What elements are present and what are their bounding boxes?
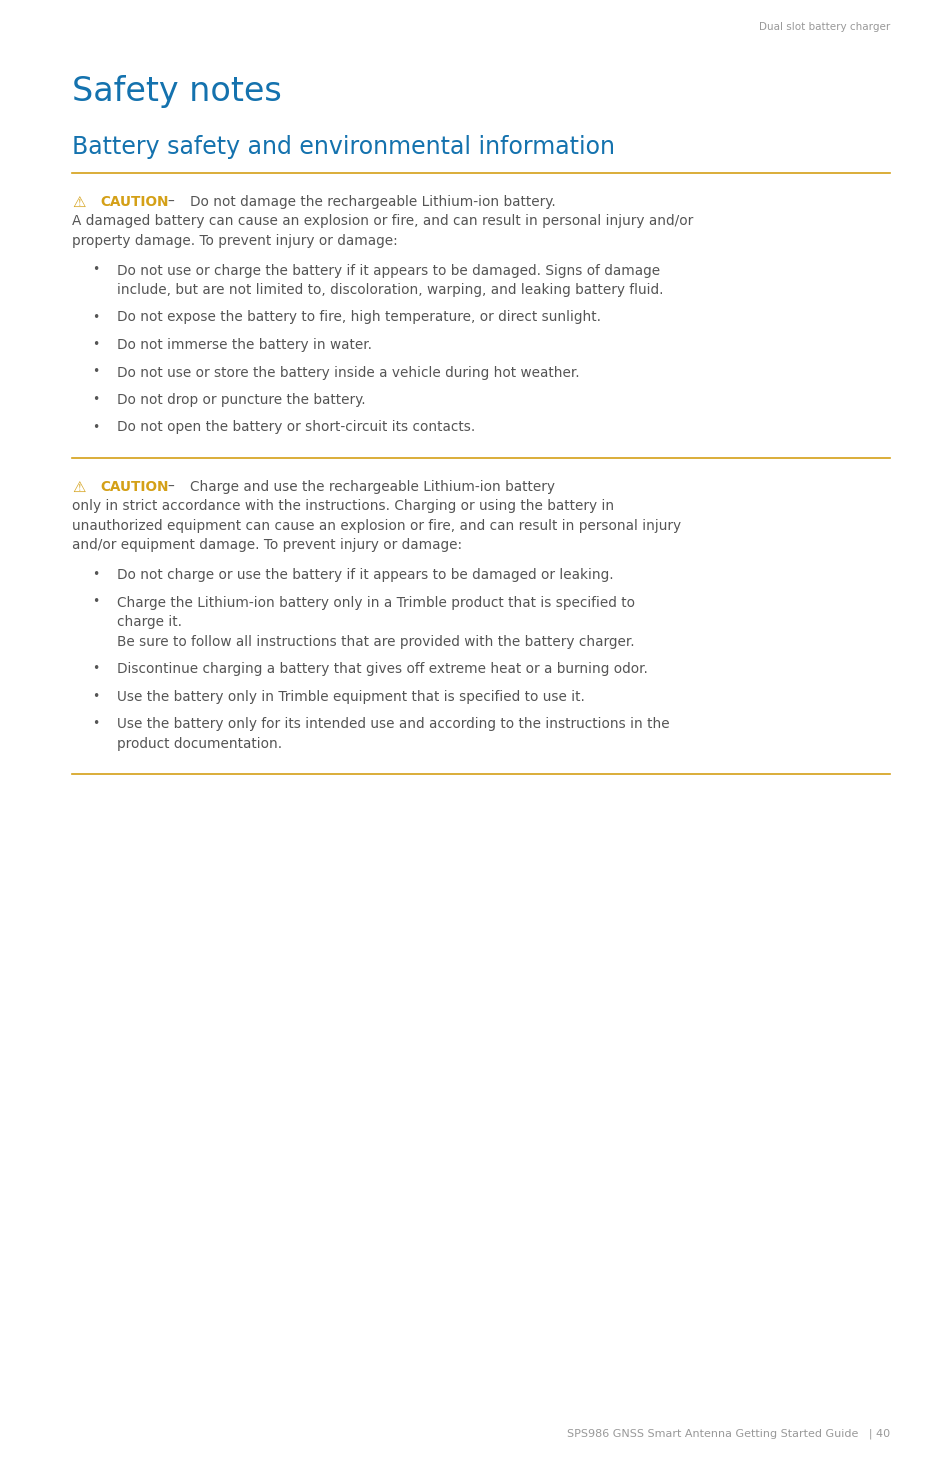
Text: ⚠: ⚠ (72, 480, 86, 495)
Text: Charge the Lithium-ion battery only in a Trimble product that is specified to: Charge the Lithium-ion battery only in a… (117, 595, 635, 610)
Text: include, but are not limited to, discoloration, warping, and leaking battery flu: include, but are not limited to, discolo… (117, 284, 663, 297)
Text: and/or equipment damage. To prevent injury or damage:: and/or equipment damage. To prevent inju… (72, 539, 462, 552)
Text: CAUTION: CAUTION (100, 480, 168, 494)
Text: •: • (92, 663, 100, 674)
Text: •: • (92, 595, 100, 608)
Text: Safety notes: Safety notes (72, 75, 282, 109)
Text: Battery safety and environmental information: Battery safety and environmental informa… (72, 135, 615, 159)
Text: unauthorized equipment can cause an explosion or fire, and can result in persona: unauthorized equipment can cause an expl… (72, 519, 681, 533)
Text: Do not immerse the battery in water.: Do not immerse the battery in water. (117, 338, 372, 353)
Text: •: • (92, 569, 100, 582)
Text: Do not use or store the battery inside a vehicle during hot weather.: Do not use or store the battery inside a… (117, 366, 579, 379)
Text: Be sure to follow all instructions that are provided with the battery charger.: Be sure to follow all instructions that … (117, 635, 634, 648)
Text: •: • (92, 338, 100, 351)
Text: property damage. To prevent injury or damage:: property damage. To prevent injury or da… (72, 234, 398, 248)
Text: CAUTION: CAUTION (100, 195, 168, 209)
Text: Do not expose the battery to fire, high temperature, or direct sunlight.: Do not expose the battery to fire, high … (117, 310, 601, 325)
Text: •: • (92, 310, 100, 323)
Text: Do not use or charge the battery if it appears to be damaged. Signs of damage: Do not use or charge the battery if it a… (117, 263, 660, 278)
Text: Discontinue charging a battery that gives off extreme heat or a burning odor.: Discontinue charging a battery that give… (117, 663, 648, 676)
Text: Use the battery only in Trimble equipment that is specified to use it.: Use the battery only in Trimble equipmen… (117, 689, 585, 704)
Text: Charge and use the rechargeable Lithium-ion battery: Charge and use the rechargeable Lithium-… (190, 480, 555, 494)
Text: •: • (92, 394, 100, 405)
Text: Do not drop or puncture the battery.: Do not drop or puncture the battery. (117, 394, 365, 407)
Text: product documentation.: product documentation. (117, 736, 282, 751)
Text: –: – (167, 480, 174, 494)
Text: ⚠: ⚠ (72, 195, 86, 210)
Text: Do not charge or use the battery if it appears to be damaged or leaking.: Do not charge or use the battery if it a… (117, 569, 614, 582)
Text: •: • (92, 366, 100, 379)
Text: SPS986 GNSS Smart Antenna Getting Started Guide   | 40: SPS986 GNSS Smart Antenna Getting Starte… (567, 1428, 890, 1440)
Text: –: – (167, 195, 174, 209)
Text: only in strict accordance with the instructions. Charging or using the battery i: only in strict accordance with the instr… (72, 499, 614, 514)
Text: •: • (92, 420, 100, 433)
Text: A damaged battery can cause an explosion or fire, and can result in personal inj: A damaged battery can cause an explosion… (72, 214, 693, 229)
Text: Use the battery only for its intended use and according to the instructions in t: Use the battery only for its intended us… (117, 717, 670, 732)
Text: Do not damage the rechargeable Lithium-ion battery.: Do not damage the rechargeable Lithium-i… (190, 195, 556, 209)
Text: •: • (92, 717, 100, 730)
Text: •: • (92, 689, 100, 702)
Text: Do not open the battery or short-circuit its contacts.: Do not open the battery or short-circuit… (117, 420, 475, 435)
Text: charge it.: charge it. (117, 616, 182, 629)
Text: •: • (92, 263, 100, 276)
Text: Dual slot battery charger: Dual slot battery charger (759, 22, 890, 32)
